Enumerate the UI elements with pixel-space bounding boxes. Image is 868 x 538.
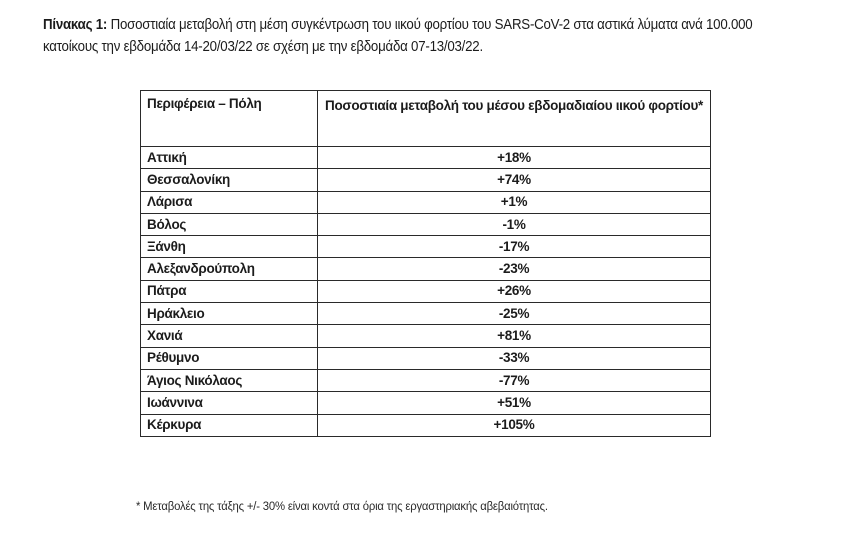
city-cell: Άγιος Νικόλαος xyxy=(140,368,318,393)
city-cell: Ρέθυμνο xyxy=(140,346,318,370)
change-cell: +105% xyxy=(317,413,711,437)
city-cell: Ηράκλειο xyxy=(140,302,318,326)
header-percent-change: Ποσοστιαία μεταβολή του μέσου εβδομαδιαί… xyxy=(317,90,711,147)
table-row: Ιωάννινα +51% xyxy=(140,391,711,415)
change-cell: +74% xyxy=(317,168,711,192)
city-cell: Χανιά xyxy=(140,324,318,348)
city-cell: Κέρκυρα xyxy=(140,413,318,437)
table-caption: Πίνακας 1: Ποσοστιαία μεταβολή στη μέση … xyxy=(43,14,787,58)
table-row: Αλεξανδρούπολη -23% xyxy=(140,257,711,281)
table-row: Χανιά +81% xyxy=(140,324,711,348)
city-cell: Θεσσαλονίκη xyxy=(140,168,318,192)
city-cell: Ξάνθη xyxy=(140,235,318,259)
caption-text: Ποσοστιαία μεταβολή στη μέση συγκέντρωση… xyxy=(43,17,753,55)
change-cell: -77% xyxy=(317,368,711,393)
city-cell: Βόλος xyxy=(140,212,318,237)
table-row: Πάτρα +26% xyxy=(140,279,711,304)
change-cell: -33% xyxy=(317,346,711,370)
table-row: Αττική +18% xyxy=(140,145,711,170)
city-cell: Πάτρα xyxy=(140,279,318,304)
city-cell: Ιωάννινα xyxy=(140,391,318,415)
table-row: Κέρκυρα +105% xyxy=(140,413,711,437)
caption-label: Πίνακας 1: xyxy=(43,17,108,33)
table-row: Βόλος -1% xyxy=(140,212,711,237)
change-cell: +18% xyxy=(317,145,711,170)
table-row: Λάρισα +1% xyxy=(140,190,711,214)
city-cell: Αλεξανδρούπολη xyxy=(140,257,318,281)
table-footnote: * Μεταβολές της τάξης +/- 30% είναι κοντ… xyxy=(136,499,548,513)
table-row: Θεσσαλονίκη +74% xyxy=(140,168,711,192)
city-cell: Αττική xyxy=(140,145,318,170)
viral-load-table: Περιφέρεια – Πόλη Ποσοστιαία μεταβολή το… xyxy=(140,90,711,437)
table-row: Ηράκλειο -25% xyxy=(140,302,711,326)
change-cell: -1% xyxy=(317,212,711,237)
table-header-row: Περιφέρεια – Πόλη Ποσοστιαία μεταβολή το… xyxy=(140,90,711,147)
change-cell: -17% xyxy=(317,235,711,259)
change-cell: -25% xyxy=(317,302,711,326)
change-cell: +51% xyxy=(317,391,711,415)
change-cell: +81% xyxy=(317,324,711,348)
city-cell: Λάρισα xyxy=(140,190,318,214)
table-row: Ρέθυμνο -33% xyxy=(140,346,711,370)
table-row: Ξάνθη -17% xyxy=(140,235,711,259)
header-region-city: Περιφέρεια – Πόλη xyxy=(140,90,318,147)
change-cell: -23% xyxy=(317,257,711,281)
change-cell: +1% xyxy=(317,190,711,214)
table-row: Άγιος Νικόλαος -77% xyxy=(140,368,711,393)
change-cell: +26% xyxy=(317,279,711,304)
